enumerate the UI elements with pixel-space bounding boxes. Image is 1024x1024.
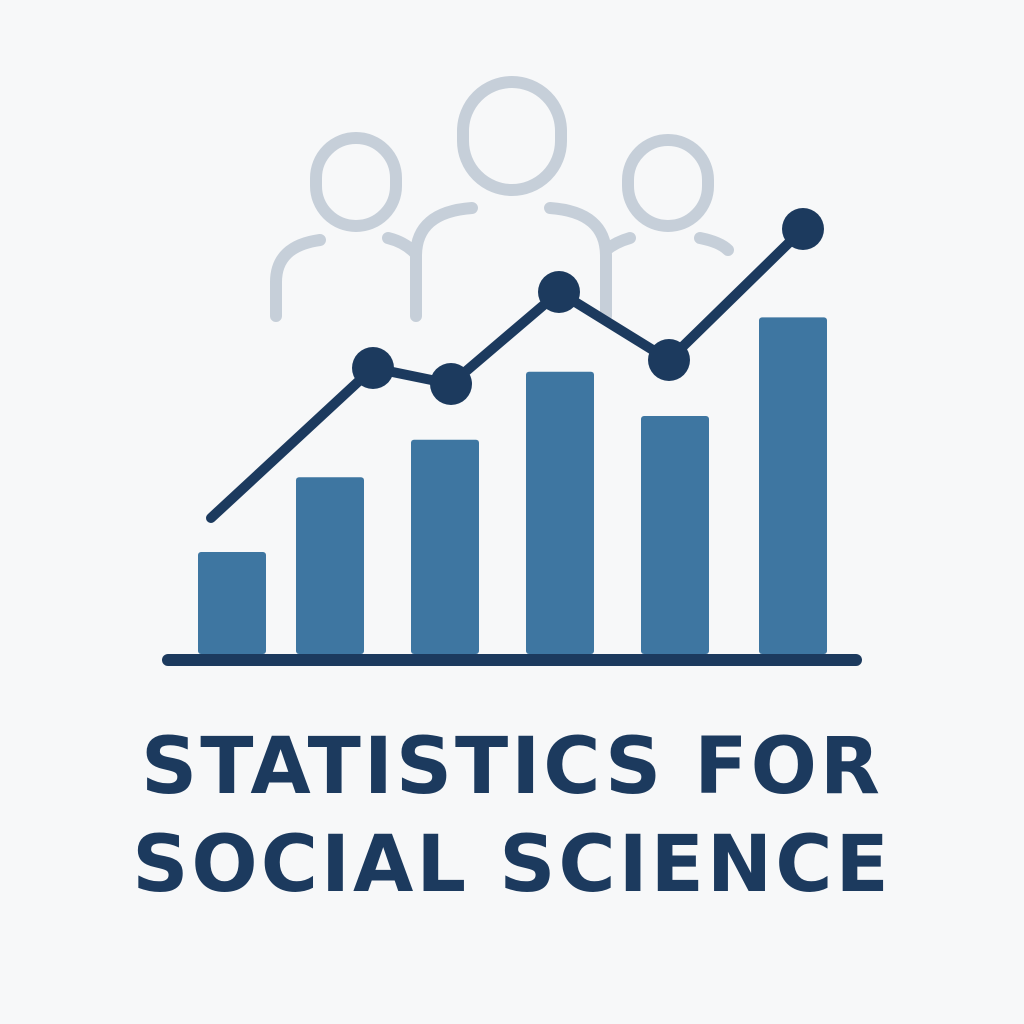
person-center-icon	[382, 76, 612, 322]
trend-line	[206, 224, 808, 523]
bar-6	[759, 317, 827, 654]
people-group-icon	[270, 76, 734, 322]
person-left-icon	[270, 132, 402, 322]
statistics-logo-graphic	[162, 76, 862, 666]
title-line-1: STATISTICS FOR	[141, 722, 883, 812]
trend-line-icon	[206, 208, 824, 523]
bar-3	[411, 439, 479, 654]
bar-2	[296, 477, 364, 654]
bar-chart-icon	[198, 317, 827, 654]
trend-point-1	[352, 347, 394, 389]
trend-point-4	[648, 339, 690, 381]
trend-point-5	[782, 208, 824, 250]
bar-5	[641, 416, 709, 654]
bar-4	[526, 371, 594, 654]
bar-1	[198, 552, 266, 654]
title-line-2: SOCIAL SCIENCE	[132, 820, 892, 910]
trend-point-3	[538, 271, 580, 313]
person-right-icon	[600, 134, 734, 256]
trend-point-2	[430, 363, 472, 405]
